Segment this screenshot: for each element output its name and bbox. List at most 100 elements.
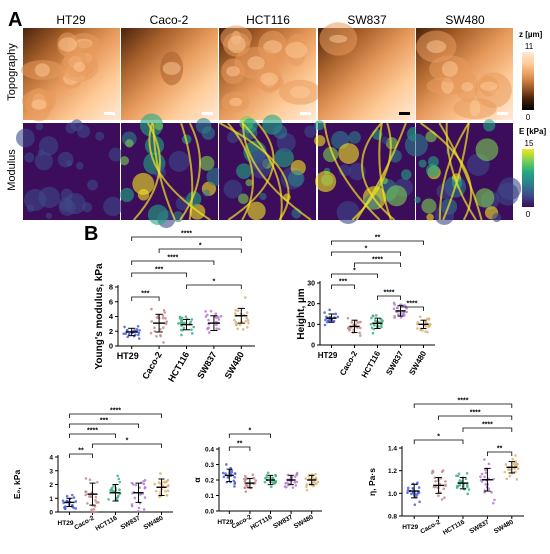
- modulus-patch: [388, 149, 402, 163]
- data-point: [177, 322, 180, 325]
- data-point: [233, 485, 236, 488]
- y-tick-label: 0.3: [205, 462, 214, 469]
- cell-blob-highlight: [226, 66, 240, 77]
- data-point: [233, 475, 236, 479]
- data-point: [323, 311, 326, 314]
- category-label: HT29: [58, 520, 74, 527]
- cell-blob-highlight: [227, 35, 246, 54]
- data-point: [313, 480, 316, 484]
- data-point: [370, 316, 373, 320]
- data-point: [516, 467, 520, 470]
- data-point: [162, 341, 165, 344]
- category-label: SW480: [223, 350, 246, 381]
- y-tick-label: 0: [49, 510, 53, 517]
- cell-blob-highlight: [73, 61, 86, 73]
- y-axis-title: α: [192, 477, 202, 483]
- data-point: [294, 484, 298, 487]
- modulus-patch: [314, 135, 326, 147]
- modulus-patch: [238, 193, 249, 205]
- cell-blob-highlight: [285, 41, 308, 59]
- data-point: [241, 328, 245, 331]
- data-point: [380, 325, 383, 329]
- data-point: [204, 310, 208, 313]
- stiff-fiber: [445, 122, 477, 221]
- data-point: [86, 502, 89, 505]
- data-point: [427, 318, 431, 321]
- modulus-patch: [314, 120, 325, 131]
- data-point: [159, 472, 162, 475]
- data-point: [159, 334, 163, 338]
- data-point: [190, 328, 193, 331]
- modulus-patch: [45, 212, 52, 219]
- data-point: [167, 484, 170, 487]
- modulus-patch: [242, 118, 258, 134]
- data-point: [142, 482, 146, 486]
- significance-label: ***: [339, 279, 347, 286]
- data-point: [458, 479, 462, 482]
- y-axis-title: E₀, kPa: [12, 470, 22, 500]
- data-point: [271, 481, 275, 484]
- modulus-patch: [37, 149, 45, 156]
- data-point: [393, 316, 396, 319]
- panel-a-letter: A: [8, 9, 22, 31]
- data-point: [323, 323, 327, 327]
- data-point: [509, 468, 512, 472]
- cell-blob-highlight: [162, 61, 181, 75]
- data-point: [117, 494, 120, 498]
- significance-label: *: [199, 243, 202, 250]
- data-point: [271, 476, 274, 480]
- data-point: [107, 498, 110, 501]
- category-label: Caco-2: [419, 518, 442, 535]
- data-point: [217, 327, 221, 331]
- data-point: [254, 479, 258, 482]
- significance-label: **: [78, 448, 84, 455]
- modulus-patch: [76, 124, 91, 139]
- data-point: [371, 314, 375, 318]
- data-point: [233, 318, 236, 322]
- modulus-patch: [35, 122, 44, 131]
- data-point: [514, 470, 517, 474]
- data-point: [440, 498, 444, 501]
- data-point: [406, 489, 410, 492]
- modulus-patch: [119, 156, 130, 166]
- significance-bracket: [438, 415, 513, 420]
- data-point: [243, 486, 247, 490]
- data-point: [419, 328, 422, 332]
- scale-bar: [399, 112, 410, 115]
- data-point: [243, 474, 247, 478]
- modulus-patch: [426, 213, 434, 222]
- data-point: [182, 326, 186, 330]
- y-tick-label: 2: [109, 327, 113, 336]
- data-point: [244, 490, 248, 493]
- modulus-patch: [483, 119, 496, 132]
- y-tick-label: 0: [109, 342, 113, 351]
- data-point: [314, 472, 317, 476]
- data-point: [350, 320, 354, 324]
- modulus-patch: [16, 128, 35, 148]
- modulus-patch: [119, 187, 134, 203]
- cell-blob-highlight: [441, 61, 459, 77]
- data-point: [137, 337, 141, 340]
- mod-scale-min: 0: [526, 210, 531, 219]
- modulus-patch: [348, 131, 361, 144]
- topo-colorbar: [522, 52, 534, 110]
- data-point: [245, 485, 249, 488]
- data-point: [263, 480, 267, 484]
- data-point: [431, 469, 434, 473]
- data-point: [215, 316, 218, 320]
- data-point: [274, 474, 278, 478]
- data-point: [136, 324, 140, 328]
- cell-blob-highlight: [289, 86, 311, 99]
- data-point: [215, 323, 218, 327]
- y-axis-title: η, Pa·s: [367, 468, 377, 496]
- y-tick-label: 4: [109, 312, 114, 321]
- modulus-patch: [24, 152, 35, 163]
- data-point: [247, 321, 250, 325]
- significance-bracket: [413, 403, 513, 408]
- data-point: [316, 480, 320, 484]
- data-point: [150, 307, 153, 311]
- data-point: [399, 316, 403, 319]
- cell-blob-highlight: [329, 34, 348, 43]
- data-point: [434, 479, 437, 483]
